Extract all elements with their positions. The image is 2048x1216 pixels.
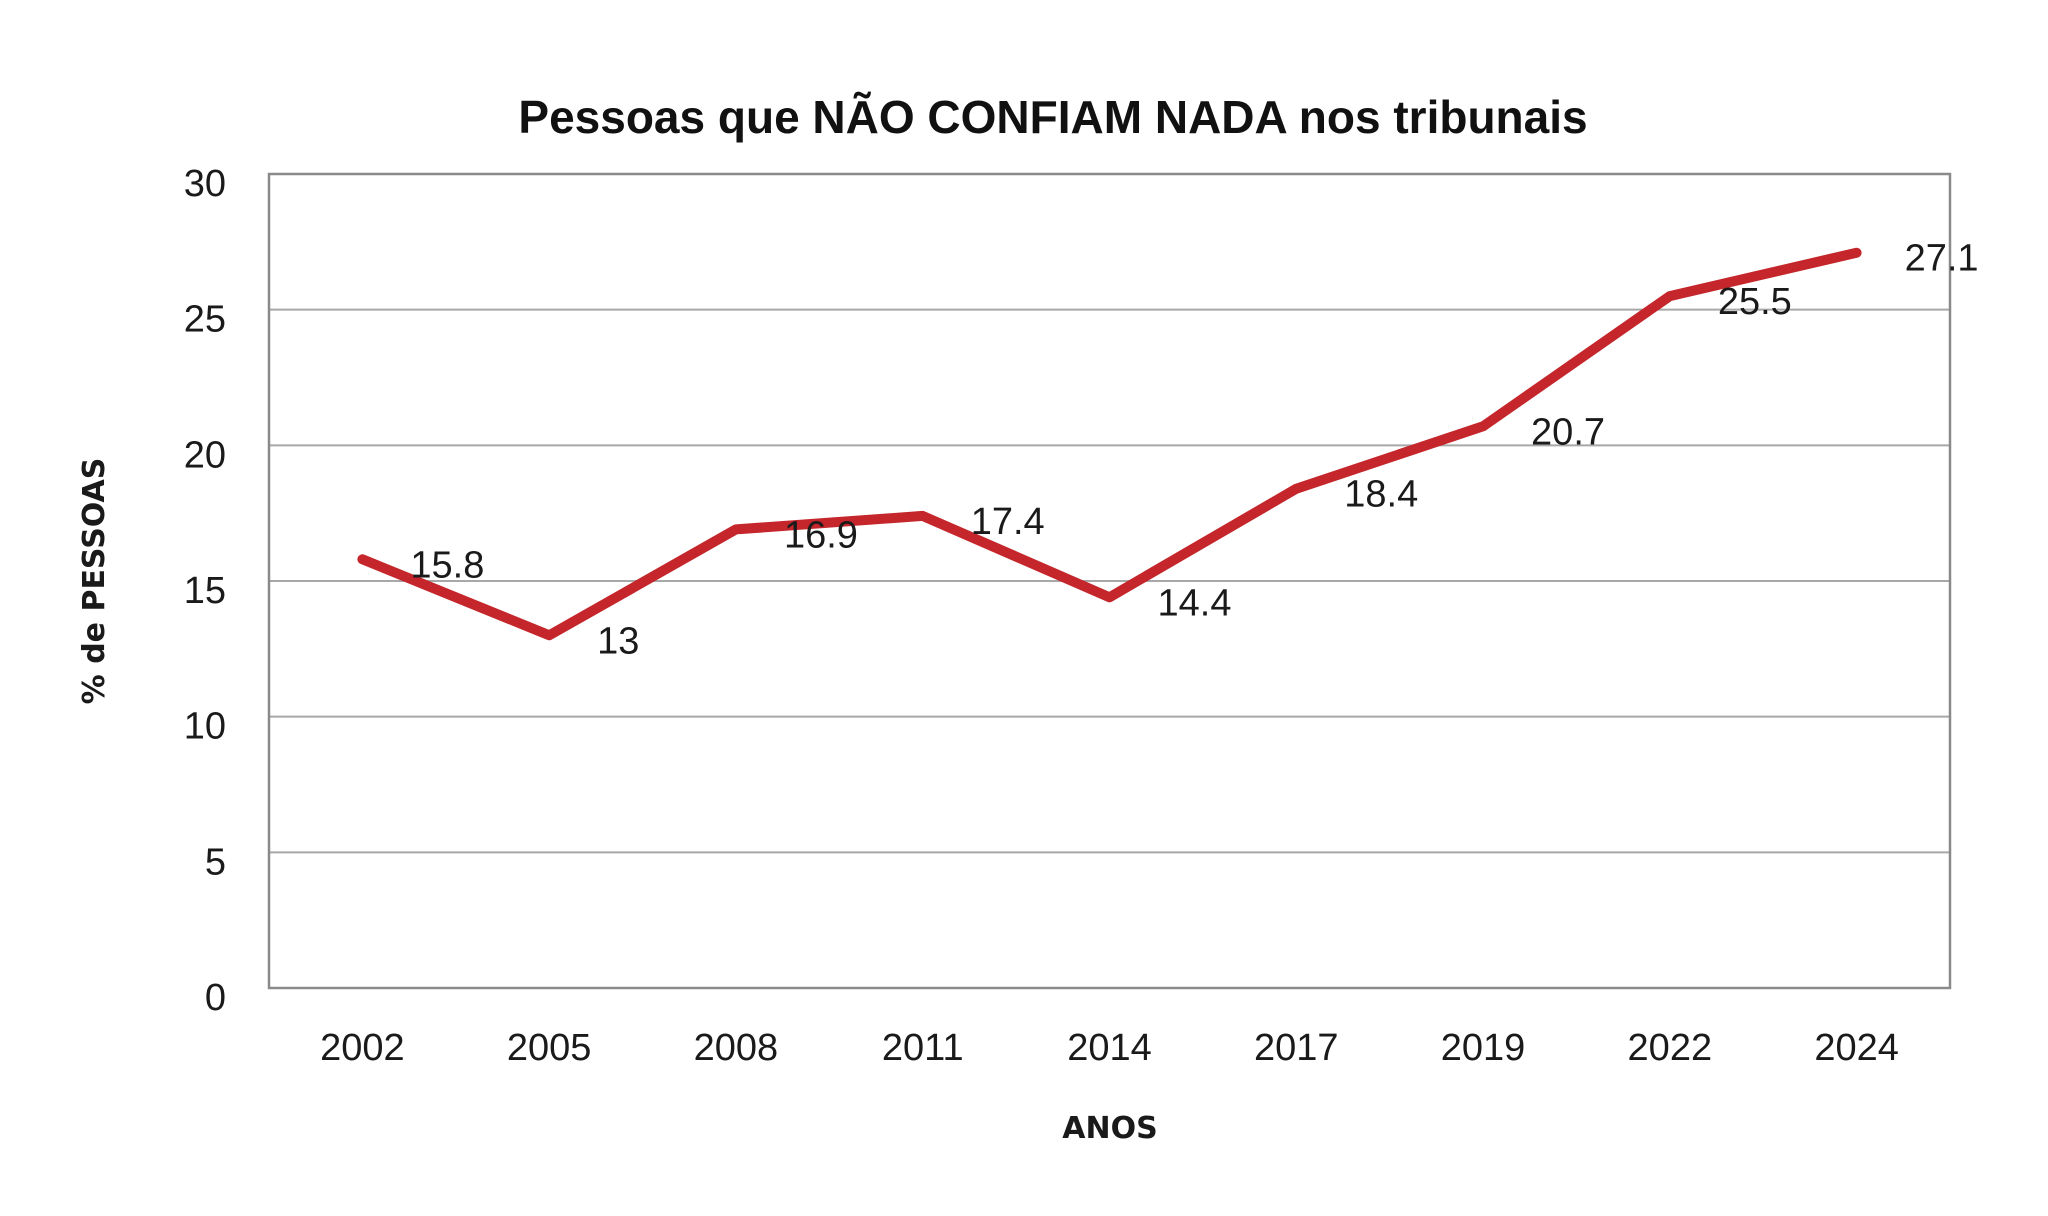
data-label-2022: 25.5 — [1718, 281, 1792, 323]
series-lines — [357, 247, 1862, 641]
data-labels: 15.8 13 16.9 17.4 14.4 18.4 20.7 25.5 27.1 — [410, 238, 1978, 663]
x-tick-label: 2024 — [1814, 1027, 1899, 1069]
x-tick-label: 2008 — [694, 1027, 779, 1069]
y-tick-label: 10 — [184, 706, 226, 748]
y-axis-ticks: 0 5 10 15 20 25 30 — [184, 163, 226, 1019]
x-axis-title: ANOS — [1062, 1111, 1157, 1146]
data-label-2024: 27.1 — [1905, 238, 1979, 280]
data-label-2008: 16.9 — [784, 514, 858, 556]
data-label-2002: 15.8 — [410, 544, 484, 586]
data-label-2017: 18.4 — [1344, 474, 1418, 516]
y-tick-label: 5 — [205, 841, 226, 883]
y-tick-label: 15 — [184, 570, 226, 612]
data-label-2005: 13 — [597, 620, 639, 662]
chart-title: Pessoas que NÃO CONFIAM NADA nos tribuna… — [518, 91, 1587, 143]
plot-area-frame — [267, 172, 1952, 990]
gridlines — [269, 308, 1950, 854]
y-axis-title: % de PESSOAS — [77, 458, 112, 705]
x-tick-label: 2014 — [1067, 1027, 1152, 1069]
y-tick-label: 0 — [205, 977, 226, 1019]
data-label-2019: 20.7 — [1531, 411, 1605, 453]
data-label-2014: 14.4 — [1158, 582, 1232, 624]
y-tick-label: 20 — [184, 434, 226, 476]
x-axis-ticks: 2002 2005 2008 2011 2014 2017 2019 2022 2024 — [320, 1027, 1899, 1069]
x-tick-label: 2017 — [1254, 1027, 1339, 1069]
x-tick-label: 2011 — [882, 1027, 964, 1069]
x-tick-label: 2002 — [320, 1027, 405, 1069]
data-label-2011: 17.4 — [971, 501, 1045, 543]
x-tick-label: 2005 — [507, 1027, 592, 1069]
y-tick-label: 30 — [184, 163, 226, 205]
x-tick-label: 2022 — [1628, 1027, 1713, 1069]
y-tick-label: 25 — [184, 299, 226, 341]
x-tick-label: 2019 — [1441, 1027, 1526, 1069]
